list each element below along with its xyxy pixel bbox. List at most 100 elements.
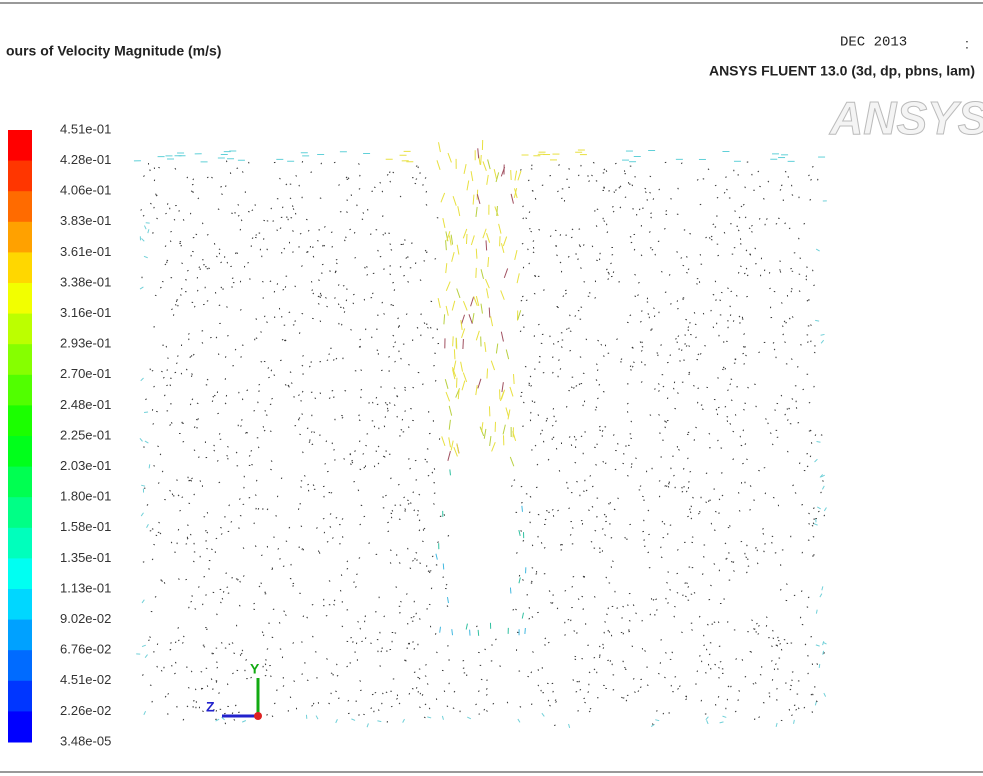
colorbar-segment bbox=[8, 497, 32, 528]
velocity-vector bbox=[735, 359, 736, 360]
velocity-vector bbox=[276, 515, 277, 516]
velocity-vector bbox=[686, 491, 687, 492]
velocity-vector bbox=[532, 545, 533, 546]
velocity-vector bbox=[392, 282, 393, 283]
velocity-vector bbox=[574, 436, 575, 437]
velocity-vector bbox=[164, 395, 165, 396]
velocity-vector bbox=[301, 481, 302, 482]
velocity-vector bbox=[807, 607, 808, 608]
velocity-vector bbox=[606, 516, 607, 517]
velocity-vector bbox=[689, 345, 690, 346]
velocity-vector bbox=[166, 385, 167, 386]
velocity-vector bbox=[195, 689, 196, 690]
velocity-vector bbox=[620, 186, 621, 187]
velocity-vector bbox=[556, 448, 557, 449]
velocity-vector bbox=[256, 318, 257, 319]
velocity-vector bbox=[811, 325, 812, 326]
velocity-vector bbox=[733, 431, 734, 432]
velocity-vector bbox=[422, 541, 423, 542]
colorbar-segment bbox=[8, 528, 32, 559]
velocity-vector bbox=[302, 673, 303, 674]
x-axis-dot bbox=[254, 712, 262, 720]
velocity-vector bbox=[157, 666, 158, 667]
velocity-vector bbox=[684, 230, 685, 231]
colorbar-segment bbox=[8, 161, 32, 192]
velocity-vector bbox=[388, 531, 389, 532]
velocity-vector bbox=[313, 256, 314, 257]
velocity-vector bbox=[228, 593, 229, 594]
velocity-vector bbox=[302, 413, 303, 414]
velocity-vector bbox=[584, 702, 585, 703]
velocity-vector bbox=[187, 270, 188, 271]
velocity-vector bbox=[578, 259, 579, 260]
velocity-vector bbox=[311, 431, 312, 432]
velocity-vector bbox=[214, 445, 215, 446]
velocity-vector bbox=[267, 714, 268, 715]
velocity-vector bbox=[232, 278, 233, 279]
velocity-vector bbox=[382, 302, 383, 303]
velocity-vector bbox=[819, 664, 820, 668]
velocity-vector bbox=[739, 510, 740, 511]
velocity-vector bbox=[821, 435, 822, 436]
velocity-vector bbox=[603, 461, 604, 462]
velocity-vector bbox=[234, 653, 235, 654]
velocity-vector bbox=[699, 511, 700, 512]
velocity-vector bbox=[343, 307, 344, 308]
velocity-vector bbox=[683, 298, 684, 299]
velocity-vector bbox=[261, 555, 262, 556]
velocity-vector bbox=[781, 302, 782, 303]
velocity-vector bbox=[183, 719, 184, 720]
velocity-vector bbox=[730, 314, 731, 315]
colorbar-segment bbox=[8, 711, 32, 742]
velocity-vector bbox=[175, 642, 176, 643]
velocity-vector bbox=[232, 713, 233, 714]
velocity-vector bbox=[354, 232, 355, 233]
velocity-vector bbox=[430, 571, 431, 572]
velocity-vector bbox=[258, 508, 259, 509]
velocity-vector bbox=[818, 511, 819, 512]
velocity-vector bbox=[722, 369, 723, 370]
velocity-vector bbox=[198, 418, 199, 419]
velocity-vector bbox=[419, 707, 420, 708]
velocity-vector bbox=[534, 275, 535, 276]
velocity-vector bbox=[160, 454, 161, 455]
velocity-vector bbox=[627, 475, 628, 476]
velocity-vector bbox=[380, 256, 381, 257]
velocity-vector bbox=[261, 362, 262, 363]
velocity-vector bbox=[178, 627, 179, 628]
velocity-vector bbox=[162, 471, 163, 472]
velocity-vector bbox=[764, 551, 765, 552]
velocity-vector bbox=[326, 441, 327, 442]
velocity-vector bbox=[279, 559, 280, 560]
velocity-vector bbox=[595, 530, 596, 531]
velocity-vector bbox=[432, 338, 433, 339]
velocity-vector bbox=[650, 614, 651, 615]
velocity-vector bbox=[514, 480, 515, 481]
velocity-vector bbox=[588, 510, 589, 511]
velocity-vector bbox=[824, 652, 825, 653]
velocity-vector bbox=[318, 551, 319, 552]
velocity-vector bbox=[363, 714, 364, 715]
velocity-vector bbox=[670, 525, 671, 526]
velocity-vector bbox=[596, 225, 597, 226]
velocity-vector bbox=[178, 529, 179, 530]
velocity-vector bbox=[733, 320, 734, 321]
velocity-vector bbox=[568, 169, 569, 170]
velocity-vector bbox=[217, 413, 218, 414]
velocity-vector bbox=[799, 274, 800, 275]
velocity-vector bbox=[538, 685, 539, 686]
velocity-vector bbox=[683, 468, 684, 469]
velocity-vector bbox=[396, 587, 397, 588]
velocity-vector bbox=[170, 649, 171, 650]
velocity-vector bbox=[781, 395, 782, 396]
velocity-vector bbox=[687, 256, 688, 257]
velocity-vector bbox=[383, 235, 384, 236]
velocity-vector bbox=[790, 268, 791, 269]
velocity-vector bbox=[378, 463, 379, 464]
velocity-vector bbox=[745, 443, 746, 444]
velocity-vector bbox=[209, 568, 210, 569]
velocity-vector bbox=[576, 481, 577, 482]
velocity-vector bbox=[167, 203, 168, 204]
velocity-vector bbox=[267, 509, 268, 510]
legend-label: 2.26e-02 bbox=[60, 703, 111, 718]
